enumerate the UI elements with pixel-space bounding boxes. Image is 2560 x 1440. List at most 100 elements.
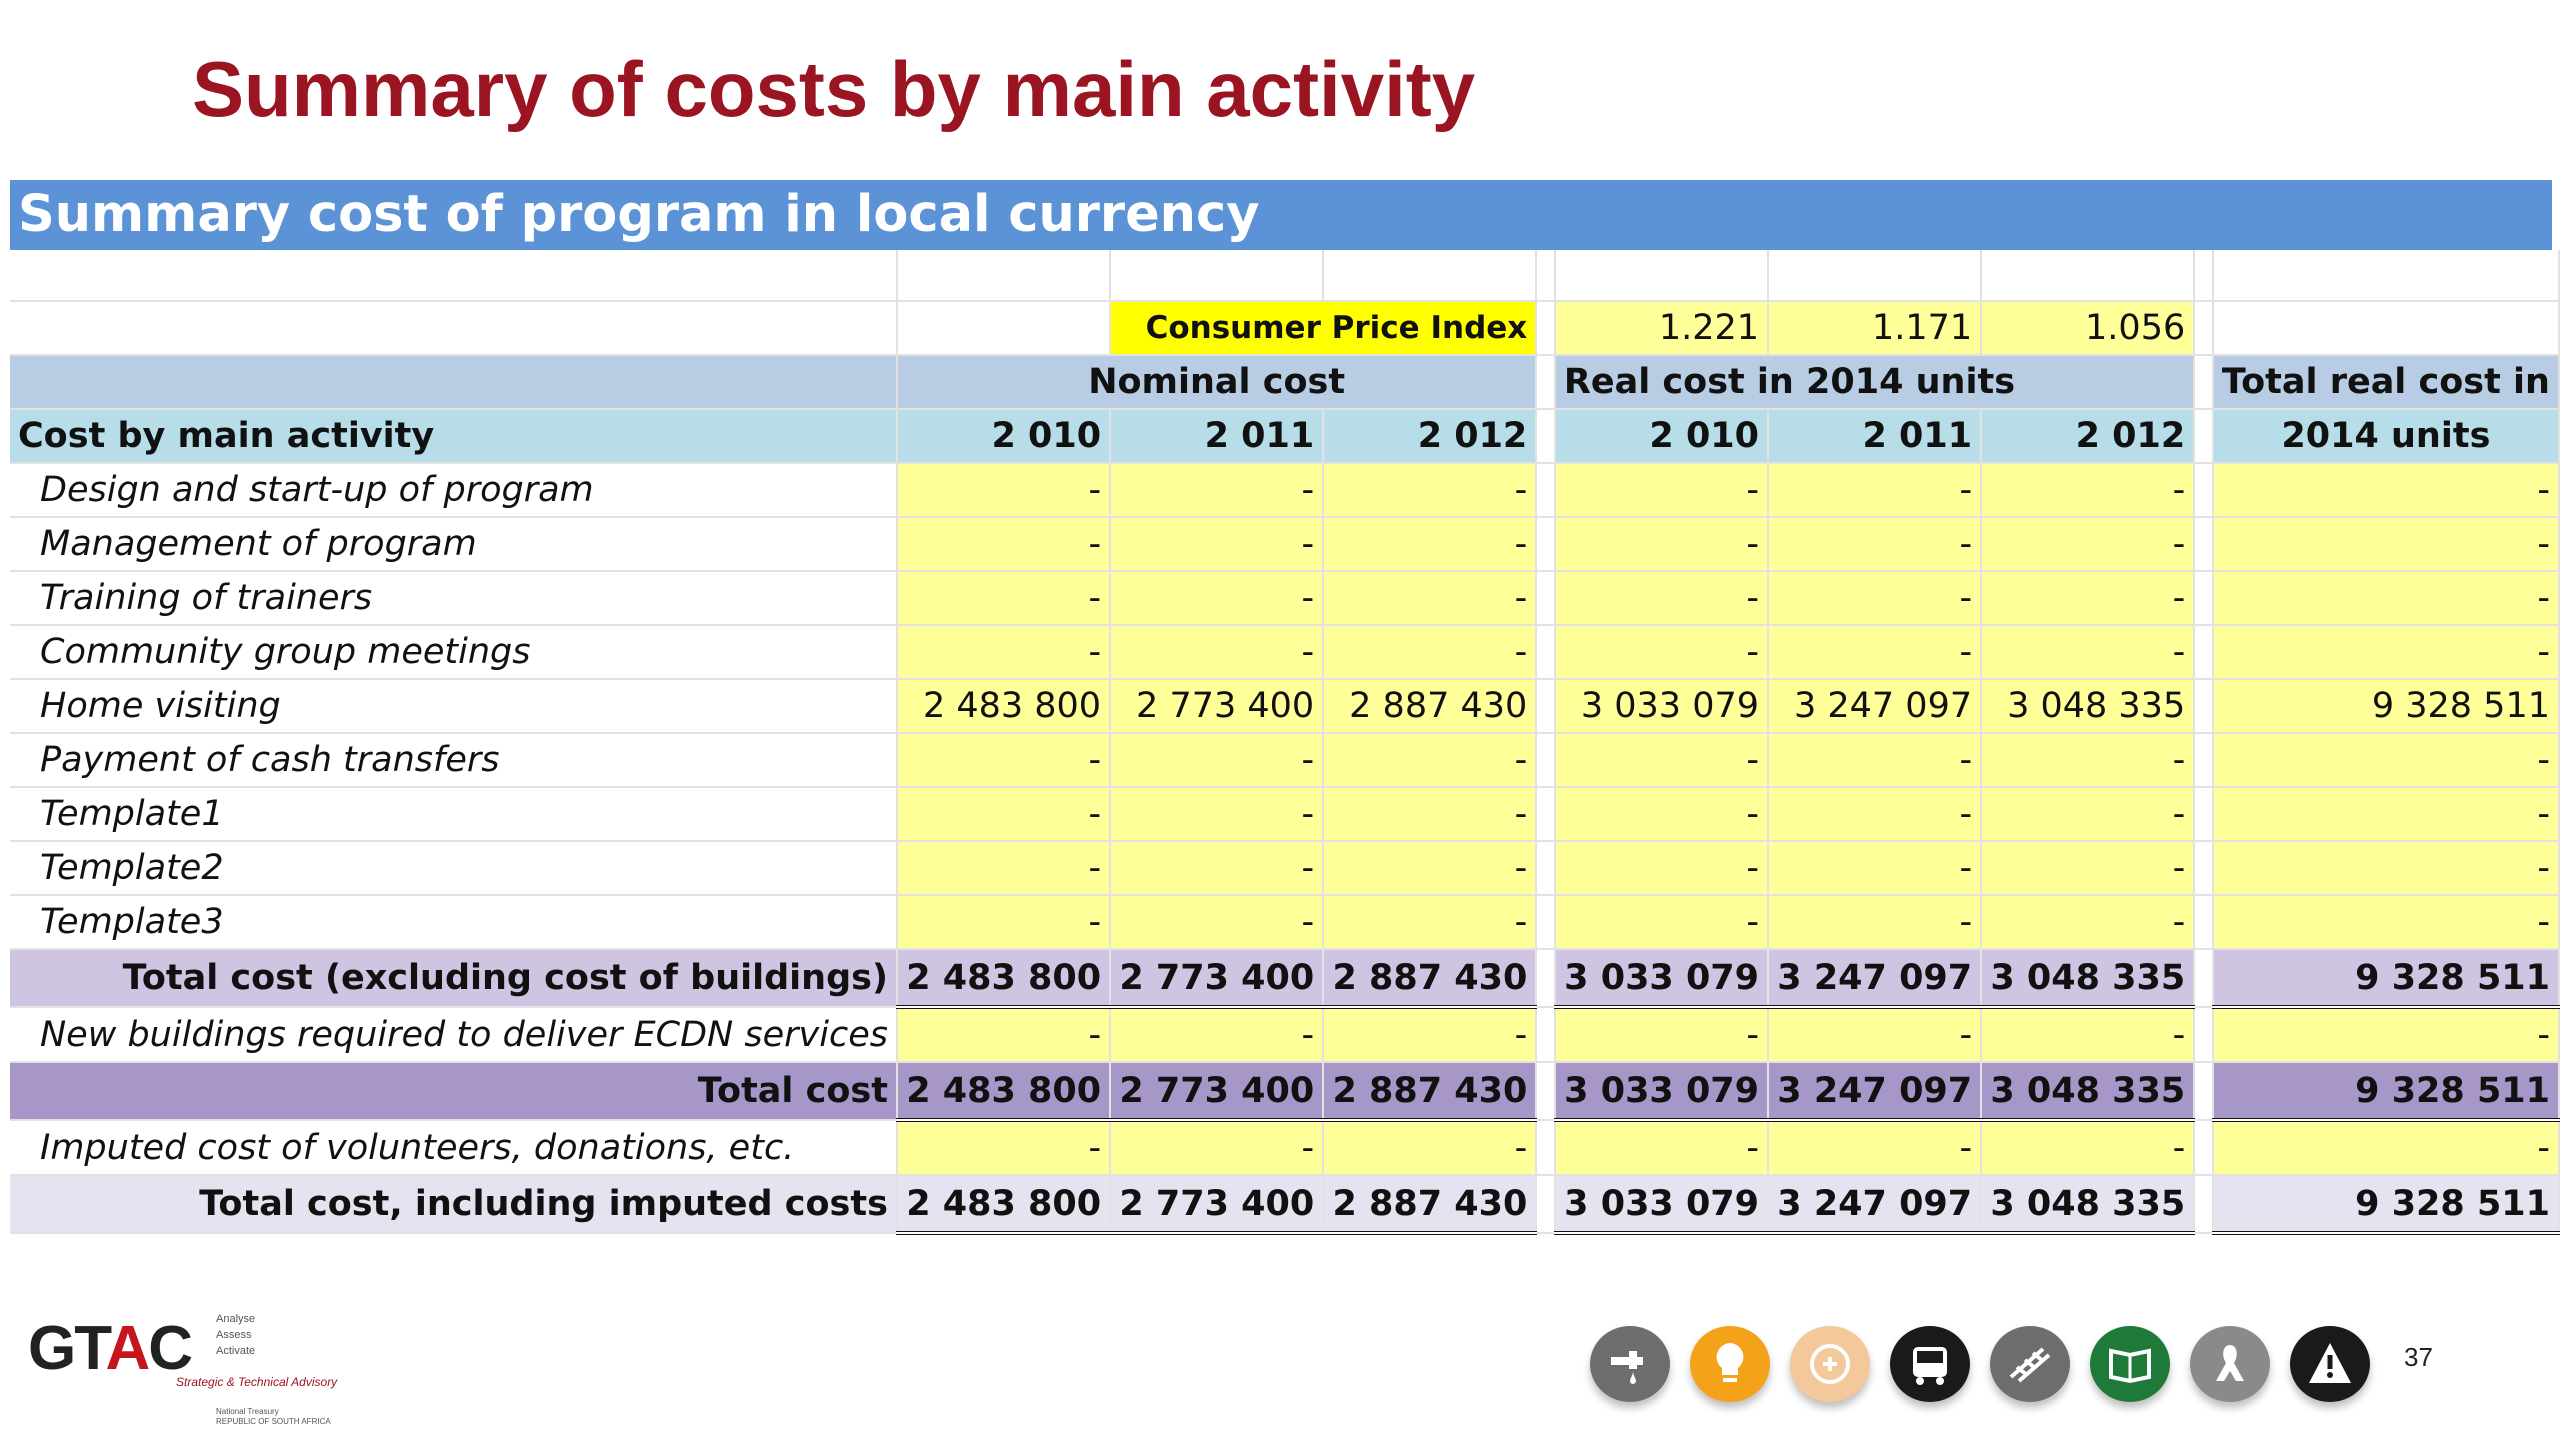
book-icon [2090, 1326, 2170, 1402]
real-value: - [1768, 733, 1983, 788]
nominal-value: - [1323, 571, 1538, 626]
row-label: Management of program [10, 517, 898, 572]
year-header: 2 011 [1768, 409, 1983, 464]
spacer-cell [1536, 625, 1556, 680]
total-real-value: - [2212, 787, 2560, 842]
spacer-cell [1536, 463, 1556, 518]
spacer-cell [1536, 787, 1556, 842]
real-value: - [1768, 895, 1983, 950]
row-label: Imputed cost of volunteers, donations, e… [10, 1120, 898, 1176]
activity-row: Home visiting 2 483 800 2 773 400 2 887 430… [10, 679, 2560, 734]
year-header: 2 012 [1323, 409, 1538, 464]
nominal-value: - [1323, 733, 1538, 788]
logo-tagline: Analyse Assess Activate [216, 1313, 256, 1357]
nominal-value: - [1323, 463, 1538, 518]
total-real-value: - [2212, 625, 2560, 680]
row-label: Design and start-up of program [10, 463, 898, 518]
total-real-value: - [2212, 1120, 2560, 1176]
total-cost-row: Total cost 2 483 800 2 773 400 2 887 430 3 0… [10, 1062, 2560, 1122]
spacer-cell [1536, 1062, 1556, 1121]
health-icon [1790, 1326, 1870, 1402]
spacer-cell [2194, 463, 2214, 518]
total-real-value: - [2212, 463, 2560, 518]
spacer-cell [2194, 571, 2214, 626]
spacer-cell [2194, 895, 2214, 950]
year-header: 2 011 [1110, 409, 1325, 464]
logo-subtitle: Strategic & Technical Advisory [176, 1375, 338, 1389]
real-value: 3 247 097 [1768, 1062, 1983, 1122]
spacer-cell [2194, 787, 2214, 842]
spacer-cell [1536, 949, 1556, 1008]
real-value: - [1768, 1120, 1983, 1176]
real-value: - [1768, 571, 1983, 626]
real-value: - [1554, 1120, 1770, 1176]
cpi-value: 1.171 [1768, 301, 1983, 356]
real-value: - [1981, 841, 2196, 896]
nominal-value: - [1323, 1120, 1538, 1176]
real-value: 3 048 335 [1981, 679, 2196, 734]
nominal-value: 2 887 430 [1323, 1062, 1538, 1122]
activity-row: Template2- - - - - - - [10, 841, 2560, 896]
real-value: - [1554, 1007, 1770, 1063]
nominal-value: - [896, 787, 1112, 842]
row-label: Total cost (excluding cost of buildings) [10, 949, 898, 1008]
real-value: - [1981, 517, 2196, 572]
nominal-value: - [1110, 895, 1325, 950]
cpi-label: Consumer Price Index [1110, 301, 1538, 356]
spacer-cell [1536, 571, 1556, 626]
real-value: - [1554, 895, 1770, 950]
total-excl-buildings-row: Total cost (excluding cost of buildings)… [10, 949, 2560, 1009]
page-number: 37 [2404, 1342, 2433, 1372]
spacer-cell [2194, 679, 2214, 734]
year-header-row: Cost by main activity 2 010 2 011 2 012 … [10, 409, 2560, 464]
ribbon-icon [2190, 1326, 2270, 1402]
total-real-value: - [2212, 733, 2560, 788]
cpi-value: 1.221 [1554, 301, 1770, 356]
total-real-value: - [2212, 1007, 2560, 1063]
nominal-value: - [896, 463, 1112, 518]
table-banner: Summary cost of program in local currenc… [10, 180, 2552, 250]
activity-row: Design and start-up of program - - - - - - - [10, 463, 2560, 518]
year-header: 2 010 [896, 409, 1112, 464]
bus-icon [1890, 1326, 1970, 1402]
row-label: Template2 [10, 841, 898, 896]
real-value: - [1768, 1007, 1983, 1063]
nominal-value: - [1110, 571, 1325, 626]
water-tap-icon [1590, 1326, 1670, 1402]
total-including-imputed-row: Total cost, including imputed costs 2 483… [10, 1175, 2560, 1235]
nominal-value: - [896, 571, 1112, 626]
spacer-cell [2194, 733, 2214, 788]
real-value: - [1554, 841, 1770, 896]
warning-icon [2290, 1326, 2370, 1402]
nominal-value: - [1110, 733, 1325, 788]
nominal-value: 2 483 800 [896, 1062, 1112, 1122]
real-value: - [1981, 1120, 2196, 1176]
real-value: - [1554, 733, 1770, 788]
row-label: Training of trainers [10, 571, 898, 626]
spacer-cell [1536, 1120, 1556, 1176]
spacer-cell [2194, 1007, 2214, 1063]
slide-title: Summary of costs by main activity [192, 45, 1476, 133]
nominal-value: 2 773 400 [1110, 1062, 1325, 1122]
nominal-value: 2 773 400 [1110, 1175, 1325, 1235]
total-real-value: 9 328 511 [2212, 1175, 2560, 1235]
nominal-value: - [1323, 841, 1538, 896]
real-value: - [1768, 463, 1983, 518]
activity-row: Management of program - - - - - - - [10, 517, 2560, 572]
real-value: - [1981, 733, 2196, 788]
nominal-value: 2 887 430 [1323, 679, 1538, 734]
nominal-value: - [896, 895, 1112, 950]
real-value: - [1554, 517, 1770, 572]
nominal-value: 2 483 800 [896, 1175, 1112, 1235]
real-value: 3 247 097 [1768, 679, 1983, 734]
total-real-value: - [2212, 517, 2560, 572]
activity-row: Community group meetings - - - - - - - [10, 625, 2560, 680]
spacer-cell [1536, 517, 1556, 572]
real-value: 3 247 097 [1768, 949, 1983, 1009]
imputed-row: Imputed cost of volunteers, donations, e… [10, 1120, 2560, 1176]
nominal-value: - [896, 625, 1112, 680]
nominal-value: - [896, 841, 1112, 896]
spacer-cell [2194, 1062, 2214, 1121]
real-value: - [1768, 625, 1983, 680]
real-value: - [1981, 625, 2196, 680]
